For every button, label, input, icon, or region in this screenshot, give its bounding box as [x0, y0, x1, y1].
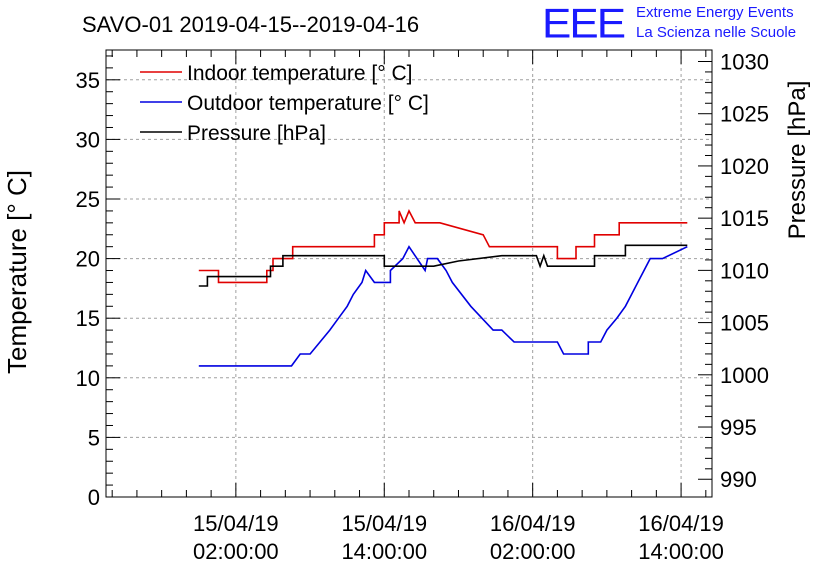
x-tick-label-time-3: 14:00:00	[638, 539, 724, 564]
x-tick-label-date-1: 15/04/19	[341, 511, 427, 536]
y2-tick-label-2: 1000	[720, 363, 769, 388]
indoor-temperature-line	[198, 209, 688, 284]
x-tick-label-time-1: 14:00:00	[341, 539, 427, 564]
y2-tick-label-7: 1025	[720, 102, 769, 127]
y2-tick-label-6: 1020	[720, 154, 769, 179]
y-tick-label-7: 35	[76, 68, 100, 93]
y-tick-label-5: 25	[76, 187, 100, 212]
grid-lines	[106, 50, 712, 497]
x-tick-label-date-2: 16/04/19	[490, 511, 576, 536]
x-tick-label-date-0: 15/04/19	[193, 511, 279, 536]
eee-logo: EEE Extreme Energy Events La Scienza nel…	[542, 2, 832, 46]
legend-label-pressure: Pressure [hPa]	[187, 122, 326, 145]
outdoor-temperature-line	[198, 245, 688, 367]
plot-frame	[105, 49, 713, 498]
x-tick-label-time-0: 02:00:00	[193, 539, 279, 564]
y-axis-label: Temperature [° C]	[2, 170, 32, 374]
y2-tick-label-5: 1015	[720, 206, 769, 231]
eee-logo-mark: EEE	[542, 0, 626, 47]
plot-area	[105, 49, 713, 498]
y-tick-label-6: 30	[76, 127, 100, 152]
axis-ticks: 0510152025303599099510001005101010151020…	[76, 49, 769, 564]
pressure-line	[198, 244, 688, 287]
y2-tick-label-8: 1030	[720, 49, 769, 74]
y2-tick-label-3: 1005	[720, 311, 769, 336]
y2-tick-label-0: 990	[720, 467, 757, 492]
y-tick-label-3: 15	[76, 306, 100, 331]
x-tick-label-date-3: 16/04/19	[638, 511, 724, 536]
series-layer	[198, 209, 688, 367]
eee-logo-line2: La Scienza nelle Scuole	[636, 24, 797, 41]
legend-label-indoor: Indoor temperature [° C]	[187, 62, 413, 85]
legend: Indoor temperature [° C] Outdoor tempera…	[140, 62, 429, 145]
chart-title: SAVO-01 2019-04-15--2019-04-16	[82, 12, 419, 37]
y2-axis-label: Pressure [hPa]	[784, 81, 811, 240]
y-tick-label-0: 0	[88, 485, 100, 510]
y2-tick-label-4: 1010	[720, 258, 769, 283]
y-tick-label-2: 10	[76, 366, 100, 391]
eee-logo-line1: Extreme Energy Events	[636, 4, 794, 21]
y-tick-label-4: 20	[76, 247, 100, 272]
x-tick-label-time-2: 02:00:00	[490, 539, 576, 564]
y2-tick-label-1: 995	[720, 415, 757, 440]
y-tick-label-1: 5	[88, 425, 100, 450]
legend-label-outdoor: Outdoor temperature [° C]	[187, 92, 429, 115]
